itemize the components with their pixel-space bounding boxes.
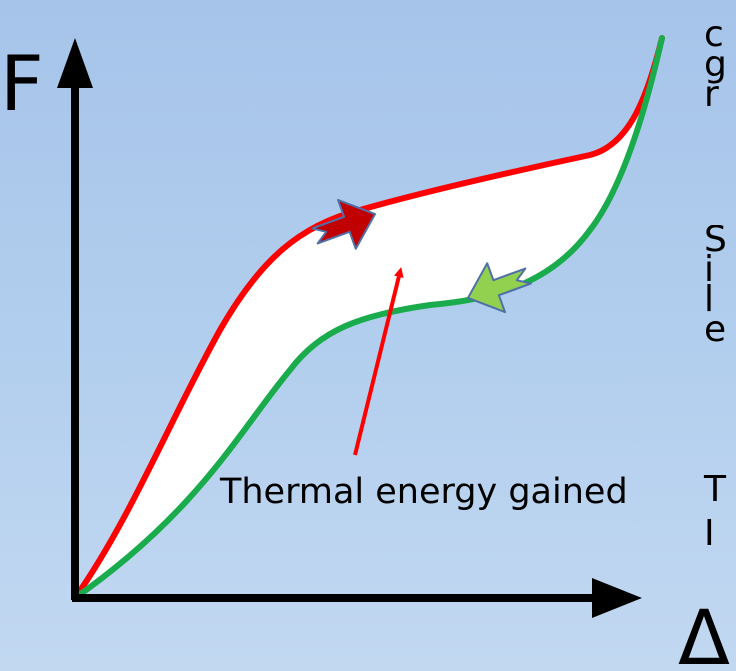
unloading-curve <box>72 35 665 601</box>
edge-text-line: T <box>704 475 726 510</box>
edge-text-line: r <box>704 74 719 111</box>
x-axis-arrowhead <box>592 578 642 618</box>
edge-text-line: l <box>704 279 715 320</box>
edge-text-block-1: c g r <box>696 20 736 110</box>
y-axis <box>57 38 93 600</box>
up-right-arrow-icon <box>311 198 377 250</box>
y-axis-label: F <box>0 39 44 128</box>
edge-text-line: S <box>704 225 727 260</box>
edge-text-line: e <box>704 309 727 346</box>
edge-text-line: i <box>704 249 715 290</box>
edge-text-line: g <box>704 44 727 85</box>
pointer-arrow <box>353 267 404 456</box>
thermal-energy-label: Thermal energy gained <box>219 472 628 512</box>
x-axis <box>72 578 642 618</box>
edge-text-line: I <box>704 513 715 550</box>
edge-text-block-3: T I <box>696 475 736 549</box>
y-axis-arrowhead <box>57 38 93 88</box>
down-left-arrow-icon <box>466 262 532 314</box>
edge-text-block-2: S i l e <box>696 225 736 345</box>
edge-text-line: c <box>704 20 724 55</box>
x-axis-label: Δ <box>678 593 730 671</box>
